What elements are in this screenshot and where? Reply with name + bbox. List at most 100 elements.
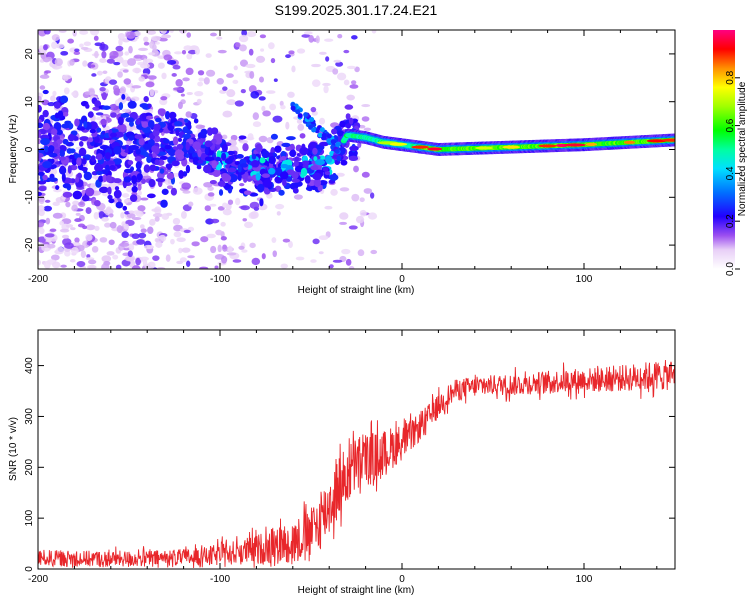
spectrogram-cell (261, 253, 266, 260)
spectrogram-cell (249, 71, 255, 79)
spectrogram-cell (127, 250, 133, 258)
spectrogram-cell (43, 44, 48, 51)
spectrogram-cell (359, 209, 367, 217)
spectrogram-cell (276, 211, 281, 216)
spectrogram-cell (261, 173, 270, 178)
spectrogram-cell (101, 216, 109, 222)
spectrogram-cell (108, 213, 114, 218)
spectrogram-cell (291, 65, 296, 73)
spectrogram-cell (337, 34, 343, 39)
spectrogram-cell (319, 117, 326, 125)
spectrogram-cell (288, 50, 295, 55)
spectrogram-cell (45, 217, 51, 225)
spectrogram-cell (38, 157, 42, 162)
spectrogram-cell (324, 38, 334, 42)
spectrogram-cell (61, 172, 66, 182)
spectrogram-cell (143, 95, 149, 103)
spectrogram-cell (300, 167, 308, 177)
spectrogram-cell (136, 173, 143, 181)
spectrogram-cell (94, 50, 99, 59)
spectrogram-cell (139, 256, 150, 261)
spectrogram-cell (165, 254, 171, 262)
spectrogram-cell (38, 186, 47, 192)
spectrogram-cell (186, 53, 193, 60)
spectrogram-cell (96, 70, 103, 76)
spectrogram-hotspot (623, 140, 636, 144)
spectrogram-hotspot (389, 142, 408, 146)
spectrogram-cell (51, 261, 61, 269)
spectrogram-cell (319, 127, 325, 133)
spectrogram-cell (135, 148, 141, 155)
spectrogram-cell (83, 41, 92, 47)
spectrogram-cell (56, 65, 63, 69)
spectrogram-cell (113, 61, 121, 66)
spectrogram-cell (311, 79, 321, 88)
spectrogram-cell (172, 217, 181, 225)
spectrogram-cell (101, 50, 107, 59)
spectrogram-cell (268, 156, 276, 165)
spectrogram-cell (53, 188, 62, 193)
spectrogram-cell (44, 199, 51, 203)
spectrogram-cell (70, 227, 76, 231)
spectrogram-cell (67, 38, 74, 44)
spectrogram-cell (146, 193, 156, 199)
spectrogram-cell (43, 260, 51, 269)
spectrogram-cell (211, 160, 217, 169)
spectrogram-cell (43, 205, 53, 212)
spectrogram-cell (96, 153, 103, 161)
spectrogram-cell (38, 119, 43, 124)
spectrogram-cell (91, 245, 99, 253)
spectrogram-cell (280, 164, 289, 169)
spectrogram-cell (143, 244, 153, 250)
spectrogram-cell (99, 86, 106, 92)
spectrogram-cell (215, 229, 223, 236)
spectrogram-cell (311, 127, 317, 133)
spectrogram-cell (108, 239, 115, 246)
spectrogram-cell (45, 56, 53, 61)
spectrogram-cell (140, 228, 147, 233)
spectrogram-cell (357, 141, 362, 149)
spectrogram-cell (69, 59, 75, 66)
spectrogram-cell (173, 231, 182, 238)
spectrogram-cell (155, 117, 162, 123)
spectrogram-cell (140, 197, 149, 201)
spectrogram-cell (95, 112, 104, 116)
spectrogram-cell (116, 225, 123, 233)
spectrogram-cell (143, 36, 149, 43)
spectrogram-cell (80, 46, 89, 51)
spectrogram-cell (47, 243, 56, 249)
spectrogram-cell (58, 30, 67, 33)
spectrogram-cell (217, 244, 222, 253)
spectrogram-cell (137, 183, 142, 191)
spectrogram-cell (181, 182, 191, 190)
spectrogram-cell (271, 237, 277, 243)
spectrogram-cell (348, 225, 358, 230)
spectrogram-cell (185, 67, 194, 76)
spectrogram-cell (235, 197, 241, 206)
spectrogram-cell (72, 200, 80, 206)
spectrogram-cell (125, 117, 135, 123)
spectrogram-cell (270, 58, 276, 64)
spectrogram-cell (142, 113, 147, 120)
spectrogram-cell (164, 144, 172, 150)
spectrogram-cell (38, 191, 43, 197)
spectrogram-cell (191, 241, 200, 247)
spectrogram-cell (285, 121, 290, 130)
spectrogram-cell (343, 49, 350, 54)
spectrogram-cell (62, 138, 69, 145)
spectrogram-cell (185, 111, 192, 118)
spectrogram-cell (38, 152, 44, 159)
colorbar-tick-label: 0.6 (725, 118, 736, 132)
spectrogram-cell (55, 185, 60, 190)
spectrogram-cell (52, 212, 63, 219)
spectrogram-cell (145, 81, 155, 88)
spectrogram-cell (99, 237, 108, 243)
spectrogram-cell (38, 104, 42, 113)
spectrogram-cell (85, 234, 93, 242)
spectrogram-cell (265, 90, 276, 94)
spectrogram-cell (105, 174, 113, 183)
spectrogram-cell (238, 245, 245, 250)
spectrogram-cell (242, 143, 249, 152)
spectrogram-cell (309, 117, 315, 123)
spectrogram-cell (101, 105, 111, 110)
